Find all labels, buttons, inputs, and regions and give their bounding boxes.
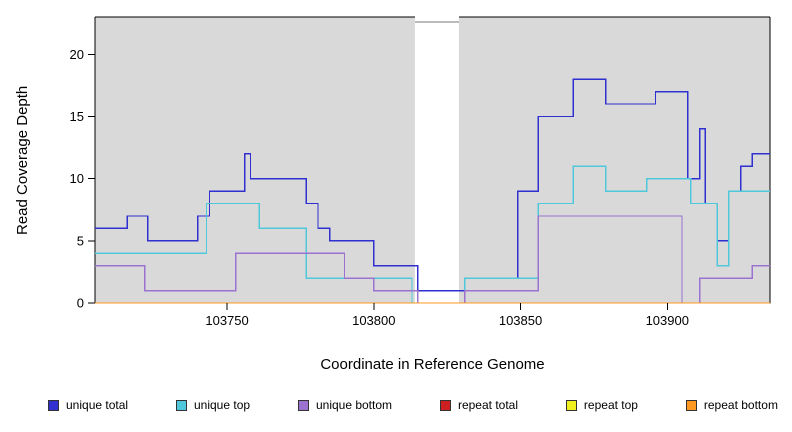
y-axis-label: Read Coverage Depth: [14, 85, 31, 235]
y-tick-label: 10: [70, 171, 84, 186]
legend-item-repeat-top: repeat top: [565, 398, 638, 412]
legend-item-repeat-total: repeat total: [439, 398, 518, 412]
x-tick-label: 103800: [352, 313, 395, 328]
legend-item-unique-top: unique top: [175, 398, 251, 412]
y-tick-label: 15: [70, 109, 84, 124]
y-tick-label: 0: [77, 296, 84, 311]
legend-item-unique-bottom: unique bottom: [297, 398, 393, 412]
legend: unique total unique top unique bottom repea…: [0, 398, 792, 412]
legend-swatch-icon: [685, 399, 697, 411]
legend-item-repeat-bottom: repeat bottom: [685, 398, 778, 412]
legend-label: repeat total: [457, 398, 518, 412]
legend-swatch-icon: [439, 399, 451, 411]
legend-label: unique top: [193, 398, 251, 412]
legend-swatch-icon: [297, 399, 309, 411]
x-tick-label: 103850: [499, 313, 542, 328]
y-tick-label: 20: [70, 47, 84, 62]
covered-region: [95, 17, 415, 303]
legend-label: unique total: [66, 398, 129, 412]
legend-label: unique bottom: [315, 398, 393, 412]
legend-item-unique-total: unique total: [48, 398, 128, 412]
legend-swatch-icon: [48, 399, 59, 411]
y-tick-label: 5: [77, 233, 84, 248]
covered-region: [458, 17, 770, 303]
x-axis-label: Coordinate in Reference Genome: [320, 356, 545, 373]
legend-label: repeat top: [583, 398, 638, 412]
legend-label: repeat bottom: [703, 398, 778, 412]
legend-swatch-icon: [565, 399, 577, 411]
x-tick-label: 103750: [205, 313, 248, 328]
series-unique-top: [95, 165, 770, 304]
x-tick-label: 103900: [646, 313, 689, 328]
legend-swatch-icon: [175, 399, 187, 411]
